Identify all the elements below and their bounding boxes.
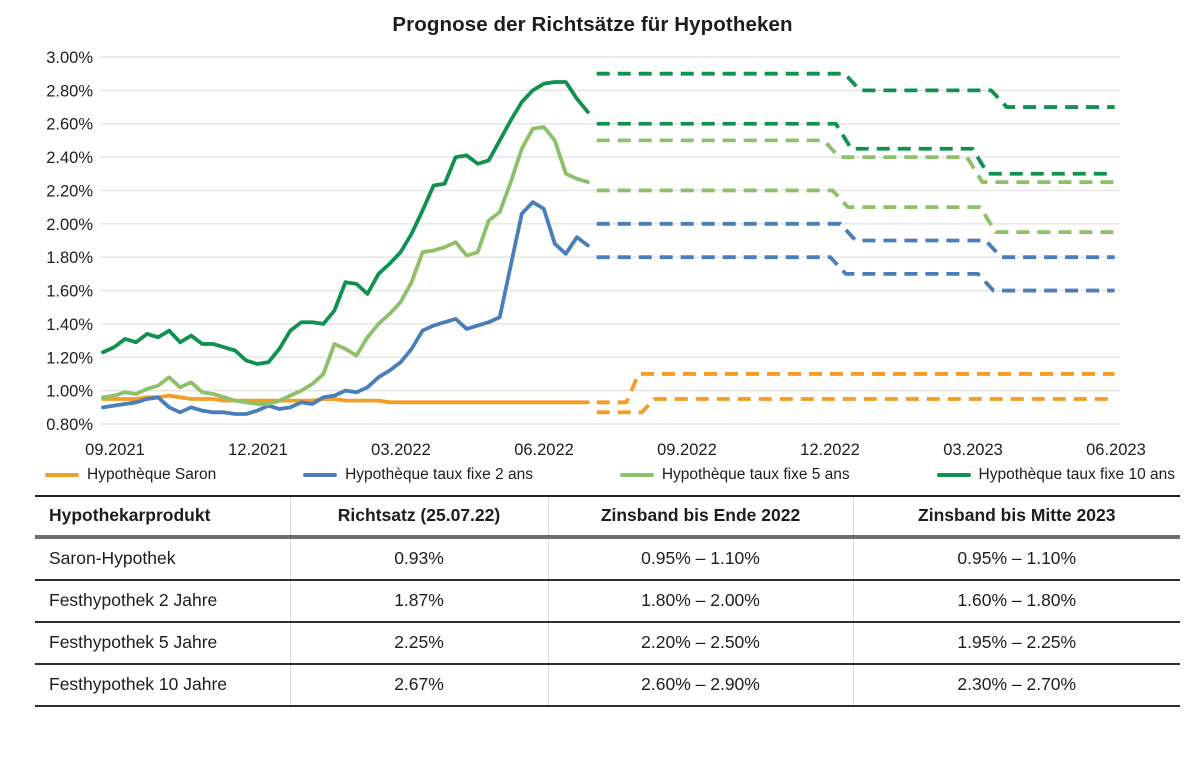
forecast-band-line [596,221,1115,260]
legend-label: Hypothèque taux fixe 5 ans [661,466,850,483]
table-row: Festhypothek 5 Jahre 2.25% 2.20% – 2.50% 1.… [35,622,1180,665]
table-row: Festhypothek 10 Jahre 2.67% 2.60% – 2.90% 2… [35,664,1180,707]
history-line [101,80,590,366]
rate-value-cell: 1.95% – 2.25% [852,622,1180,665]
y-axis-tick-label: 2.40% [46,149,93,167]
product-name-cell: Festhypothek 2 Jahre [35,580,290,623]
y-axis-tick-label: 1.40% [46,316,93,334]
table-header-cell: Richtsatz (25.07.22) [289,495,548,539]
legend-item: Hypothèque Saron [45,466,216,484]
table-header-cell: Zinsband bis Ende 2022 [547,495,853,539]
table-row: Saron-Hypothek 0.93% 0.95% – 1.10% 0.95% – … [35,537,1180,581]
y-axis-tick-label: 3.00% [46,49,93,67]
legend-line-swatch [936,472,971,478]
rate-value-cell: 2.30% – 2.70% [852,664,1180,707]
table-header-cell: Zinsband bis Mitte 2023 [852,495,1180,539]
rates-table: Hypothekarprodukt Richtsatz (25.07.22) Zin… [35,495,1180,707]
y-axis-tick-label: 1.80% [46,249,93,267]
forecast-band-line [596,121,1115,176]
x-axis-tick-label: 03.2022 [371,441,431,459]
rate-value-cell: 2.25% [289,622,548,665]
x-axis-tick-label: 09.2022 [657,441,717,459]
forecast-band-line [596,255,1115,293]
y-axis-tick-label: 1.00% [46,383,93,401]
history-line [101,125,590,406]
rate-value-cell: 2.20% – 2.50% [547,622,853,665]
rate-value-cell: 2.60% – 2.90% [547,664,853,707]
x-axis-tick-label: 12.2021 [228,441,288,459]
y-axis-tick-label: 2.60% [46,116,93,134]
rates-line-chart: 3.00% 2.80% 2.60% 2.40% 2.20% 2.00% 1.80% 1.60%… [46,49,1146,459]
rate-value-cell: 0.95% – 1.10% [852,537,1180,581]
legend-item: Hypothèque taux fixe 2 ans [303,466,533,484]
x-axis-tick-label: 09.2021 [85,441,145,459]
legend-line-swatch [45,472,79,478]
x-axis-tick-label: 12.2022 [800,441,860,459]
mortgage-rate-forecast-page: Prognose der Richtsätze für Hypotheken 3… [0,13,1185,707]
product-name-cell: Saron-Hypothek [35,537,290,581]
forecast-band-line [596,71,1115,109]
product-name-cell: Festhypothek 5 Jahre [35,622,290,665]
legend-item: Hypothèque taux fixe 10 ans [936,466,1175,484]
table-row: Festhypothek 2 Jahre 1.87% 1.80% – 2.00% 1.… [35,580,1180,623]
y-axis-tick-label: 2.00% [46,216,93,234]
chart-legend: Hypothèque Saron Hypothèque taux fixe 2 a… [45,463,1175,487]
y-axis-tick-label: 1.20% [46,349,93,367]
legend-item: Hypothèque taux fixe 5 ans [619,466,850,484]
chart-title: Prognose der Richtsätze für Hypotheken [392,13,793,36]
history-line [101,200,590,416]
forecast-band-line [596,138,1115,185]
x-axis-tick-label: 06.2023 [1086,441,1146,459]
y-axis-tick-label: 1.60% [46,283,93,301]
rate-value-cell: 0.95% – 1.10% [547,537,853,581]
forecast-band-line [596,397,1115,415]
legend-label: Hypothèque Saron [87,466,217,483]
rate-value-cell: 2.67% [289,664,548,707]
legend-line-swatch [303,472,338,478]
y-axis-tick-label: 0.80% [46,416,93,434]
rate-value-cell: 1.60% – 1.80% [852,580,1180,623]
x-axis-tick-label: 06.2022 [514,441,574,459]
history-line [101,393,590,405]
forecast-band-line [596,188,1115,235]
y-axis-tick-label: 2.80% [46,82,93,100]
forecast-band-line [596,372,1115,405]
product-name-cell: Festhypothek 10 Jahre [35,664,290,707]
rate-value-cell: 1.80% – 2.00% [547,580,853,623]
table-header-cell: Hypothekarprodukt [35,495,290,539]
x-axis-tick-label: 03.2023 [943,441,1003,459]
legend-label: Hypothèque taux fixe 10 ans [978,466,1175,483]
rate-value-cell: 0.93% [289,537,548,581]
y-axis-tick-label: 2.20% [46,182,93,200]
legend-label: Hypothèque taux fixe 2 ans [345,466,533,483]
rate-value-cell: 1.87% [289,580,548,623]
table-header-row: Hypothekarprodukt Richtsatz (25.07.22) Zin… [35,495,1180,539]
legend-line-swatch [619,472,654,478]
